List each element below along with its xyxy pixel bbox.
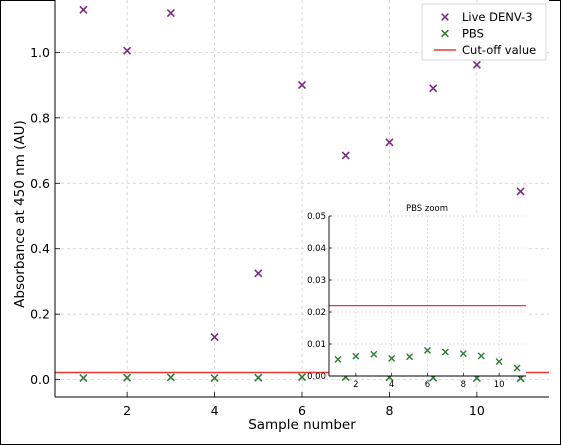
inset-pbs-point	[406, 353, 414, 361]
y-tick-label: 0.4	[30, 241, 50, 256]
live-denv-3-point	[79, 5, 88, 14]
pbs-point	[166, 373, 175, 382]
inset-y-tick-label: 0.02	[307, 308, 326, 318]
inset-title: PBS zoom	[406, 204, 448, 214]
inset-pbs-point	[495, 358, 503, 366]
legend: Live DENV-3 PBS Cut-off value	[421, 3, 547, 61]
live-denv-3-point	[123, 46, 132, 55]
legend-label: PBS	[462, 27, 484, 41]
legend-label: Cut-off value	[462, 43, 536, 57]
inset-x-tick-label: 2	[353, 380, 358, 390]
live-denv-3-point	[516, 187, 525, 196]
inset-pbs-point	[370, 350, 378, 358]
x-tick-label: 8	[385, 403, 393, 418]
inset-x-tick-label: 10	[494, 380, 505, 390]
inset-tick-labels: 2 4 6 8 10 0.00 0.01 0.02 0.03 0.04 0.05	[307, 212, 504, 390]
live-denv-3-point	[385, 138, 394, 147]
x-tick-label: 10	[469, 403, 485, 418]
pbs-point	[297, 372, 307, 382]
inset-axes	[328, 215, 526, 377]
legend-entry-pbs: PBS	[441, 27, 484, 41]
legend-box	[421, 3, 547, 61]
inset-y-tick-label: 0.00	[307, 372, 326, 382]
legend-marker	[441, 13, 449, 21]
x-axis-label: Sample number	[248, 417, 356, 433]
x-tick-label: 4	[211, 403, 219, 418]
legend-entries: Live DENV-3 PBS Cut-off value	[434, 10, 536, 57]
y-tick-label: 0.6	[30, 176, 50, 191]
pbs-point	[123, 373, 132, 382]
inset-pbs-point	[441, 348, 449, 356]
pbs-point	[210, 373, 219, 383]
inset-x-tick-label: 6	[425, 380, 430, 390]
inset-y-tick-label: 0.01	[307, 340, 326, 350]
live-denv-3-point	[254, 269, 263, 278]
legend-entry-cutoff: Cut-off value	[434, 43, 536, 57]
inset-pbs-point	[477, 352, 485, 360]
inset-pbs-point	[459, 350, 467, 358]
y-tick-label: 0.8	[30, 110, 50, 125]
inset-pbs-point	[424, 346, 431, 354]
legend-marker	[441, 29, 449, 38]
pbs-point	[79, 373, 88, 383]
inset-pbs-point	[352, 352, 360, 360]
pbs-point	[254, 373, 263, 382]
inset-y-tick-label: 0.03	[307, 276, 326, 286]
main-points	[79, 5, 525, 383]
inset-pbs-point	[388, 354, 396, 362]
y-axis-label: Absorbance at 450 nm (AU)	[12, 120, 28, 308]
inset-pbs-point	[513, 364, 521, 372]
inset-y-tick-label: 0.05	[307, 212, 326, 222]
inset-y-tick-label: 0.04	[307, 244, 326, 254]
live-denv-3-point	[472, 60, 481, 69]
y-tick-label: 0.0	[30, 372, 50, 387]
inset-points	[334, 346, 521, 372]
legend-label: Live DENV-3	[462, 10, 533, 24]
main-tick-labels: 2 4 6 8 10 0.0 0.2 0.4 0.6 0.8 1.0	[30, 45, 485, 418]
inset-pbs-point	[334, 355, 342, 363]
live-denv-3-point	[341, 151, 350, 160]
x-tick-label: 6	[298, 403, 306, 418]
live-denv-3-point	[429, 84, 438, 93]
live-denv-3-point	[210, 333, 219, 342]
inset-plot: 2 4 6 8 10 0.00 0.01 0.02 0.03 0.04 0.05 PBS zoom	[307, 204, 526, 390]
y-tick-label: 1.0	[30, 45, 50, 60]
live-denv-3-point	[297, 81, 307, 90]
live-denv-3-point	[166, 9, 175, 18]
legend-entry-live-denv-3: Live DENV-3	[441, 10, 533, 24]
main-axes	[54, 0, 549, 398]
x-tick-label: 2	[123, 403, 131, 418]
y-tick-label: 0.2	[30, 307, 50, 322]
inset-x-tick-label: 4	[389, 380, 394, 390]
inset-x-tick-label: 8	[461, 380, 466, 390]
